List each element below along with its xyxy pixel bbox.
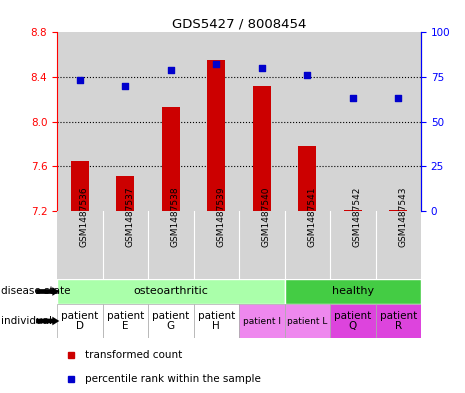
Bar bbox=[148, 304, 193, 338]
Text: osteoarthritic: osteoarthritic bbox=[133, 286, 208, 296]
Bar bbox=[57, 279, 285, 304]
Text: GSM1487541: GSM1487541 bbox=[307, 186, 316, 247]
Bar bbox=[148, 211, 193, 279]
Bar bbox=[330, 32, 376, 211]
Title: GDS5427 / 8008454: GDS5427 / 8008454 bbox=[172, 18, 306, 31]
Point bbox=[304, 72, 311, 78]
Bar bbox=[57, 304, 102, 338]
Text: GSM1487542: GSM1487542 bbox=[353, 186, 362, 247]
Text: healthy: healthy bbox=[332, 286, 374, 296]
Point bbox=[121, 83, 129, 89]
Text: patient
D: patient D bbox=[61, 310, 99, 331]
Bar bbox=[252, 86, 271, 211]
Point bbox=[167, 66, 174, 73]
Bar bbox=[193, 32, 239, 211]
Text: patient
H: patient H bbox=[198, 310, 235, 331]
Bar bbox=[389, 210, 407, 211]
Bar bbox=[162, 107, 180, 211]
Bar bbox=[57, 211, 102, 279]
Bar bbox=[298, 146, 316, 211]
Text: GSM1487540: GSM1487540 bbox=[262, 186, 271, 247]
Bar bbox=[376, 32, 421, 211]
Bar bbox=[207, 60, 226, 211]
Text: percentile rank within the sample: percentile rank within the sample bbox=[85, 374, 261, 384]
Bar bbox=[148, 32, 193, 211]
Bar bbox=[285, 304, 330, 338]
Bar bbox=[239, 211, 285, 279]
Text: GSM1487538: GSM1487538 bbox=[171, 186, 180, 247]
Point bbox=[258, 65, 266, 71]
Text: transformed count: transformed count bbox=[85, 349, 182, 360]
Text: individual: individual bbox=[1, 316, 52, 326]
Bar bbox=[330, 304, 376, 338]
Text: GSM1487536: GSM1487536 bbox=[80, 186, 89, 247]
Bar bbox=[193, 211, 239, 279]
Bar bbox=[116, 176, 134, 211]
Text: patient
Q: patient Q bbox=[334, 310, 372, 331]
Bar bbox=[376, 211, 421, 279]
Text: GSM1487537: GSM1487537 bbox=[125, 186, 134, 247]
Bar bbox=[239, 32, 285, 211]
Bar bbox=[285, 32, 330, 211]
Text: patient
R: patient R bbox=[379, 310, 417, 331]
Bar bbox=[376, 304, 421, 338]
Text: GSM1487539: GSM1487539 bbox=[216, 186, 225, 247]
Text: GSM1487543: GSM1487543 bbox=[398, 186, 407, 247]
Point bbox=[349, 95, 357, 101]
Bar bbox=[285, 211, 330, 279]
Bar bbox=[239, 304, 285, 338]
Text: patient
E: patient E bbox=[106, 310, 144, 331]
Bar bbox=[330, 211, 376, 279]
Text: disease state: disease state bbox=[1, 286, 70, 296]
Bar bbox=[102, 304, 148, 338]
Text: patient I: patient I bbox=[243, 316, 281, 325]
Bar bbox=[193, 304, 239, 338]
Text: patient L: patient L bbox=[287, 316, 327, 325]
Bar bbox=[344, 210, 362, 211]
Point bbox=[394, 95, 402, 101]
Bar bbox=[102, 211, 148, 279]
Bar bbox=[71, 161, 89, 211]
Point bbox=[213, 61, 220, 67]
Point bbox=[76, 77, 84, 83]
Bar bbox=[57, 32, 102, 211]
Bar bbox=[102, 32, 148, 211]
Text: patient
G: patient G bbox=[152, 310, 189, 331]
Bar bbox=[285, 279, 421, 304]
